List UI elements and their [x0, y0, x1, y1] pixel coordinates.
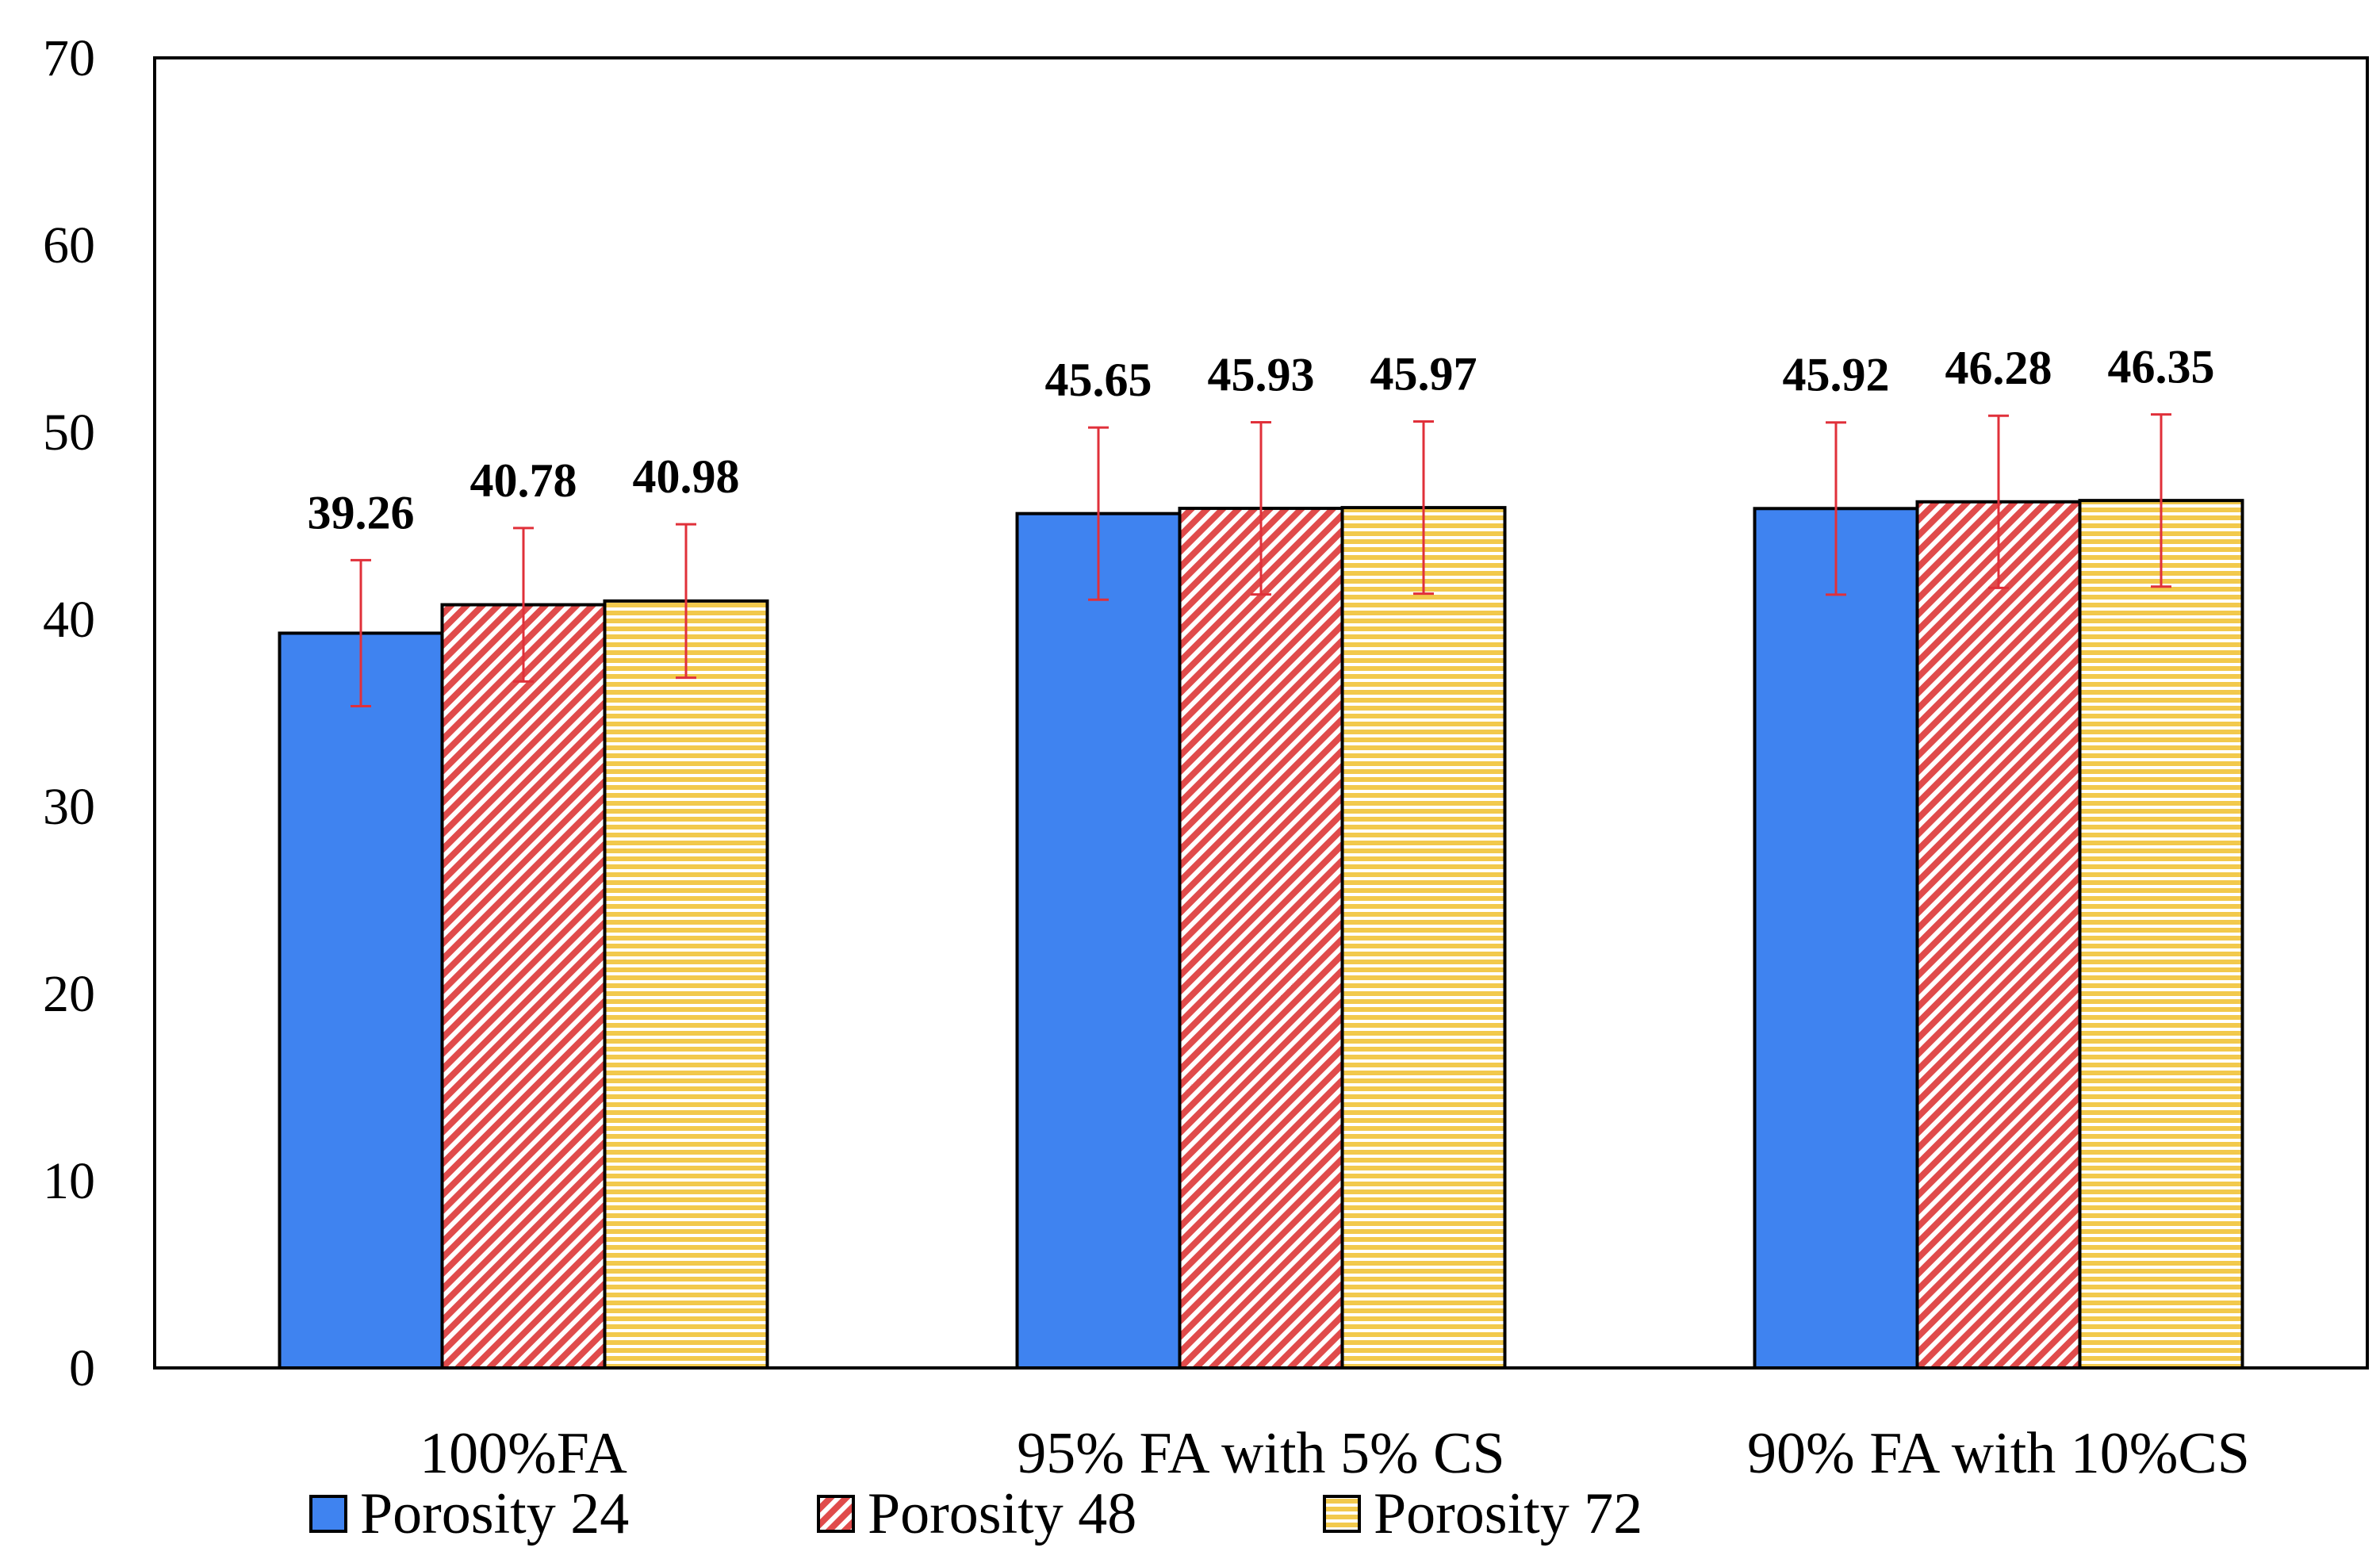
value-label-porosity-24-100-fa: 39.26: [308, 486, 415, 538]
error-bar-porosity-72-95-fa-with-5-cs: [1413, 420, 1434, 596]
error-bar-porosity-72-90-fa-with-10-cs: [2151, 413, 2171, 588]
y-tick-label-60: 60: [43, 216, 95, 274]
x-axis-labels: 100%FA 95% FA with 5% CS 90% FA with 10%CS: [420, 1421, 2250, 1486]
y-tick-label-50: 50: [43, 404, 95, 462]
bar-porosity-72-90-fa-with-10-cs: [2078, 499, 2244, 1370]
legend-item-porosity-24: Porosity 24: [309, 1481, 629, 1546]
legend-swatch-porosity-24: [309, 1495, 347, 1533]
error-bar-porosity-24-95-fa-with-5-cs: [1088, 426, 1109, 601]
legend-label-porosity-24: Porosity 24: [360, 1481, 629, 1546]
value-label-porosity-48-95-fa-with-5-cs: 45.93: [1208, 348, 1315, 400]
y-tick-label-0: 0: [69, 1339, 95, 1397]
y-tick-label-10: 10: [43, 1152, 95, 1210]
y-tick-label-30: 30: [43, 778, 95, 836]
value-label-porosity-48-90-fa-with-10-cs: 46.28: [1945, 342, 2052, 394]
bar-porosity-24-90-fa-with-10-cs: [1753, 507, 1919, 1370]
legend-swatch-porosity-72: [1323, 1495, 1361, 1533]
y-tick-label-40: 40: [43, 591, 95, 649]
bar-porosity-24-100-fa: [278, 631, 444, 1370]
value-label-porosity-72-90-fa-with-10-cs: 46.35: [2108, 341, 2215, 393]
value-label-porosity-24-90-fa-with-10-cs: 45.92: [1783, 349, 1890, 401]
bar-porosity-48-100-fa: [440, 603, 607, 1370]
error-bar-porosity-48-90-fa-with-10-cs: [1988, 414, 2009, 589]
x-tick-label-90-fa-with-10-cs: 90% FA with 10%CS: [1747, 1421, 2250, 1486]
legend-label-porosity-48: Porosity 48: [868, 1481, 1136, 1546]
error-bar-porosity-48-100-fa: [513, 527, 534, 683]
error-bar-porosity-24-90-fa-with-10-cs: [1826, 421, 1846, 596]
legend-swatch-porosity-48: [817, 1495, 855, 1533]
error-bar-porosity-48-95-fa-with-5-cs: [1251, 420, 1271, 596]
x-tick-label-95-fa-with-5-cs: 95% FA with 5% CS: [1017, 1421, 1504, 1486]
error-bar-porosity-72-100-fa: [676, 523, 696, 680]
legend-item-porosity-72: Porosity 72: [1323, 1481, 1642, 1546]
legend-label-porosity-72: Porosity 72: [1374, 1481, 1642, 1546]
bar-porosity-24-95-fa-with-5-cs: [1015, 511, 1182, 1370]
value-label-porosity-24-95-fa-with-5-cs: 45.65: [1045, 354, 1152, 406]
bar-porosity-72-100-fa: [603, 599, 769, 1370]
legend: Porosity 24 Porosity 48 Porosity 72: [309, 1481, 1642, 1546]
bar-porosity-48-95-fa-with-5-cs: [1178, 507, 1344, 1370]
error-bars: [351, 413, 2171, 708]
legend-item-porosity-48: Porosity 48: [817, 1481, 1136, 1546]
bar-porosity-48-90-fa-with-10-cs: [1915, 500, 2082, 1370]
bar-porosity-72-95-fa-with-5-cs: [1340, 506, 1507, 1370]
y-axis-ticks: 0 10 20 30 40 50 60 70: [43, 29, 95, 1397]
value-label-porosity-72-95-fa-with-5-cs: 45.97: [1370, 348, 1477, 400]
x-tick-label-100-fa: 100%FA: [420, 1421, 627, 1486]
value-label-porosity-72-100-fa: 40.98: [633, 450, 740, 503]
error-bar-porosity-24-100-fa: [351, 558, 371, 708]
value-label-porosity-48-100-fa: 40.78: [470, 454, 577, 507]
y-tick-label-70: 70: [43, 29, 95, 87]
bars: [278, 499, 2244, 1370]
y-tick-label-20: 20: [43, 965, 95, 1023]
value-labels: 39.26 40.78 40.98 45.65 45.93 45.97 45.92 46.28…: [308, 341, 2215, 539]
